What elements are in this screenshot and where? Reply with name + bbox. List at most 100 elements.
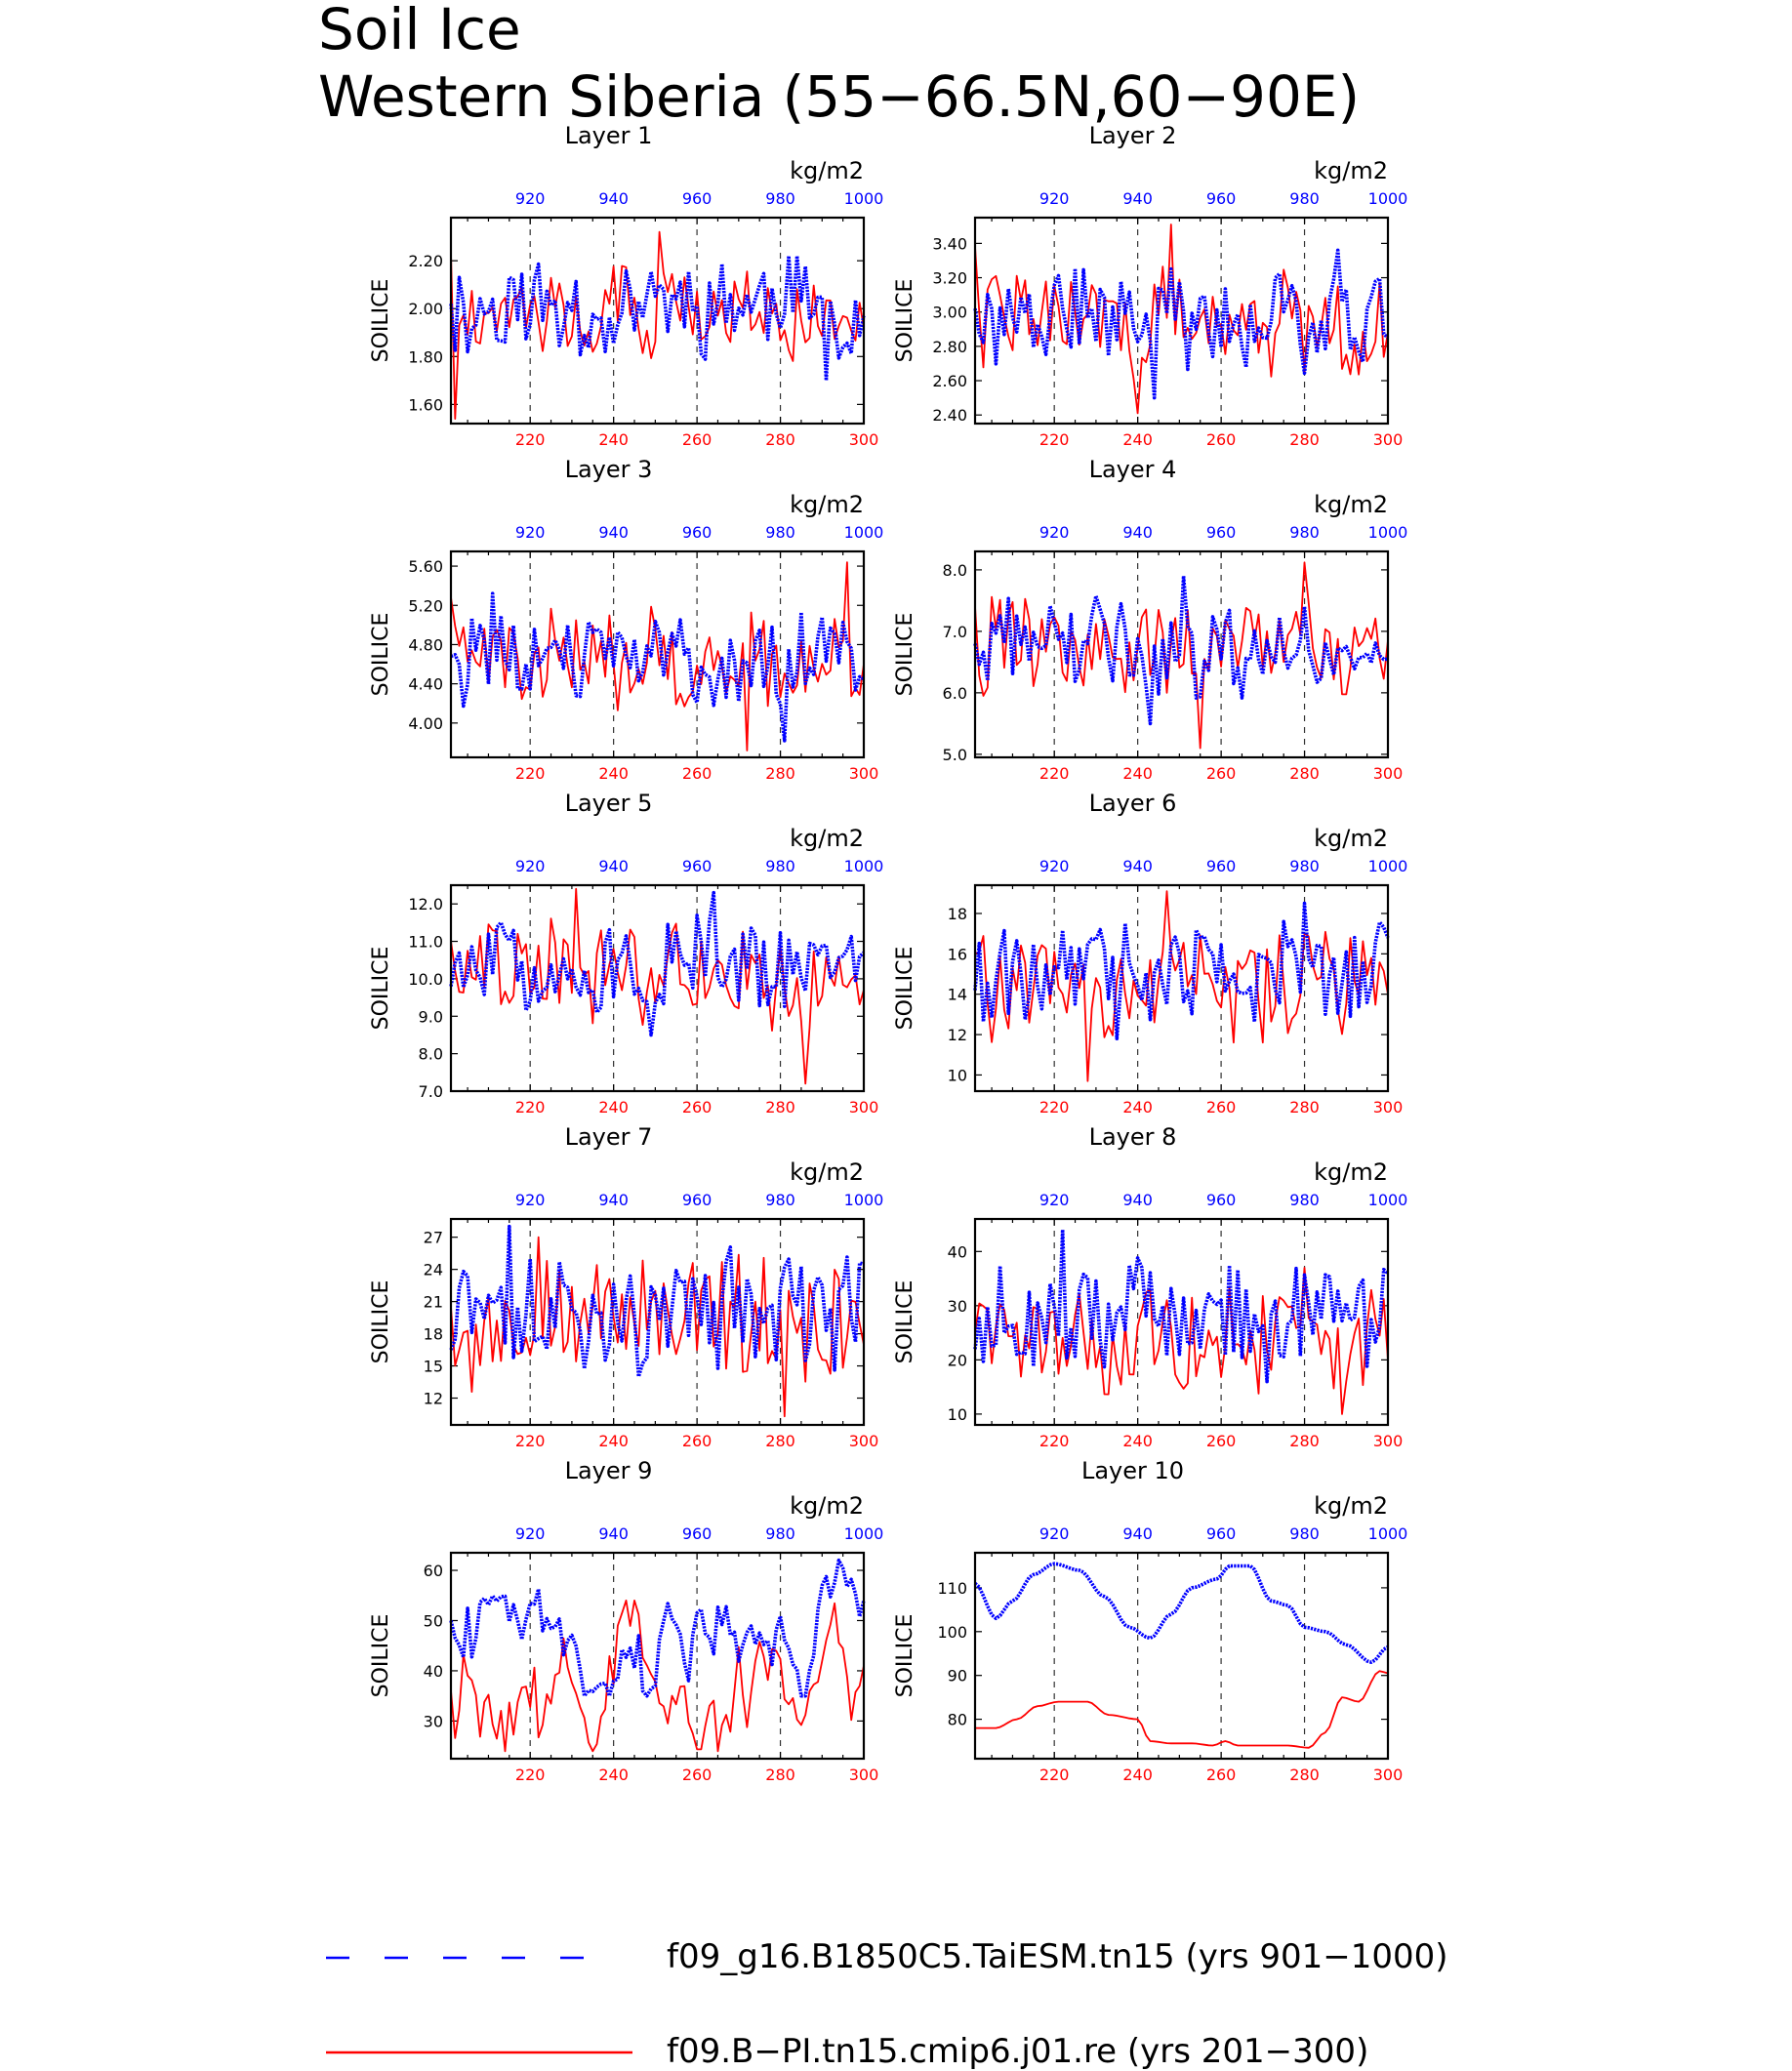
x-top-tick-label: 920 — [1039, 1191, 1070, 1209]
y-tick-label: 1.60 — [408, 395, 443, 414]
x-top-tick-label: 1000 — [1368, 1191, 1408, 1209]
y-tick-label: 1.80 — [408, 347, 443, 366]
x-tick-label: 220 — [515, 1098, 546, 1117]
y-tick-label: 40 — [948, 1242, 967, 1261]
x-top-tick-label: 960 — [682, 1524, 713, 1543]
panel-title: Layer 4 — [1089, 456, 1177, 483]
series-line-blue — [973, 1562, 1389, 1664]
x-tick-label: 240 — [1122, 430, 1153, 449]
x-top-tick-label: 1000 — [844, 1524, 884, 1543]
series-line-blue — [973, 574, 1389, 726]
y-tick-label: 8.0 — [943, 561, 967, 580]
series-line-red — [450, 1600, 865, 1753]
figure-title-line-2: Western Siberia (55−66.5N,60−90E) — [318, 63, 1360, 130]
y-tick-label: 5.60 — [408, 557, 443, 576]
x-tick-label: 220 — [1039, 764, 1070, 783]
y-tick-label: 9.0 — [419, 1007, 443, 1026]
x-tick-label: 220 — [515, 764, 546, 783]
x-tick-label: 220 — [1039, 1432, 1070, 1450]
x-tick-label: 220 — [1039, 1098, 1070, 1117]
y-tick-label: 2.60 — [932, 372, 967, 390]
units-label: kg/m2 — [1314, 491, 1388, 518]
series-line-red — [450, 561, 865, 751]
x-top-tick-label: 940 — [1122, 857, 1153, 875]
legend: f09_g16.B1850C5.TaiESM.tn15 (yrs 901−100… — [326, 1937, 1448, 2071]
x-tick-label: 260 — [682, 430, 713, 449]
y-tick-label: 7.0 — [419, 1082, 443, 1101]
x-tick-label: 300 — [1373, 1098, 1404, 1117]
x-tick-label: 280 — [1289, 1766, 1320, 1784]
y-tick-label: 5.0 — [943, 746, 967, 764]
x-tick-label: 280 — [1289, 764, 1320, 783]
x-top-tick-label: 1000 — [844, 189, 884, 208]
x-tick-label: 280 — [765, 1766, 795, 1784]
x-top-tick-label: 980 — [1289, 189, 1320, 208]
panel-layer-1: Layer 1 kg/m2 220 240 260 280 300 920 940 960 980 1… — [369, 122, 883, 449]
series-line-red — [975, 1670, 1389, 1749]
panel-title: Layer 6 — [1089, 790, 1177, 817]
panel-title: Layer 5 — [565, 790, 653, 817]
units-label: kg/m2 — [1314, 1158, 1388, 1186]
plot-frame — [449, 883, 866, 1093]
series-line-blue — [973, 248, 1390, 400]
y-tick-label: 60 — [424, 1562, 443, 1580]
x-top-tick-label: 940 — [598, 1191, 629, 1209]
series-line-blue — [449, 890, 866, 1037]
y-tick-label: 12 — [424, 1390, 443, 1408]
panel-layer-5: Layer 5 kg/m2 220 240 260 280 300 920 940 960 980 1… — [369, 790, 883, 1117]
x-top-tick-label: 1000 — [844, 1191, 884, 1209]
x-tick-label: 300 — [1373, 764, 1404, 783]
y-axis-label: SOILICE — [369, 1280, 393, 1364]
x-tick-label: 220 — [515, 430, 546, 449]
series-line-blue — [973, 1228, 1390, 1384]
y-tick-label: 21 — [424, 1293, 443, 1312]
x-top-tick-label: 940 — [1122, 523, 1153, 542]
x-top-tick-label: 980 — [765, 523, 795, 542]
x-tick-label: 240 — [1122, 1432, 1153, 1450]
panel-layer-9: Layer 9 kg/m2 220 240 260 280 300 920 940 960 980 1… — [369, 1457, 883, 1784]
y-axis-label: SOILICE — [893, 1614, 917, 1698]
x-tick-label: 300 — [1373, 1766, 1404, 1784]
x-top-tick-label: 940 — [598, 189, 629, 208]
plot-frame — [449, 549, 866, 759]
x-top-tick-label: 980 — [765, 189, 795, 208]
x-top-tick-label: 980 — [1289, 523, 1320, 542]
x-top-tick-label: 940 — [1122, 1524, 1153, 1543]
y-tick-label: 100 — [937, 1623, 967, 1642]
series-line-red — [450, 1236, 865, 1418]
plot-frame — [973, 1217, 1390, 1427]
x-tick-label: 300 — [849, 1432, 879, 1450]
x-tick-label: 280 — [765, 1098, 795, 1117]
y-axis-label: SOILICE — [893, 947, 917, 1031]
x-top-tick-label: 1000 — [1368, 189, 1408, 208]
units-label: kg/m2 — [790, 157, 864, 184]
x-top-tick-label: 920 — [515, 523, 546, 542]
x-top-tick-label: 940 — [1122, 1191, 1153, 1209]
panel-layer-6: Layer 6 kg/m2 220 240 260 280 300 920 940 960 980 1… — [893, 790, 1407, 1117]
y-tick-label: 40 — [424, 1662, 443, 1681]
y-tick-label: 10 — [948, 1066, 967, 1084]
y-tick-label: 15 — [424, 1358, 443, 1376]
x-top-tick-label: 980 — [1289, 1524, 1320, 1543]
x-top-tick-label: 960 — [682, 523, 713, 542]
series-line-red — [450, 230, 865, 420]
y-axis-label: SOILICE — [893, 1280, 917, 1364]
y-tick-label: 11.0 — [408, 933, 443, 952]
x-top-tick-label: 960 — [682, 189, 713, 208]
x-top-tick-label: 940 — [598, 857, 629, 875]
y-tick-label: 3.40 — [932, 234, 967, 253]
figure-title-line-1: Soil Ice — [318, 0, 521, 62]
y-tick-label: 50 — [424, 1611, 443, 1630]
plot-frame — [973, 883, 1390, 1093]
x-top-tick-label: 980 — [1289, 1191, 1320, 1209]
series-line-red — [974, 890, 1389, 1082]
y-tick-label: 2.00 — [408, 300, 443, 318]
legend-label-blue: f09_g16.B1850C5.TaiESM.tn15 (yrs 901−100… — [667, 1937, 1448, 1976]
x-top-tick-label: 920 — [515, 189, 546, 208]
x-tick-label: 220 — [1039, 1766, 1070, 1784]
x-tick-label: 240 — [1122, 1766, 1153, 1784]
x-tick-label: 220 — [515, 1432, 546, 1450]
y-tick-label: 12.0 — [408, 895, 443, 914]
units-label: kg/m2 — [1314, 157, 1388, 184]
y-axis-label: SOILICE — [893, 279, 917, 363]
